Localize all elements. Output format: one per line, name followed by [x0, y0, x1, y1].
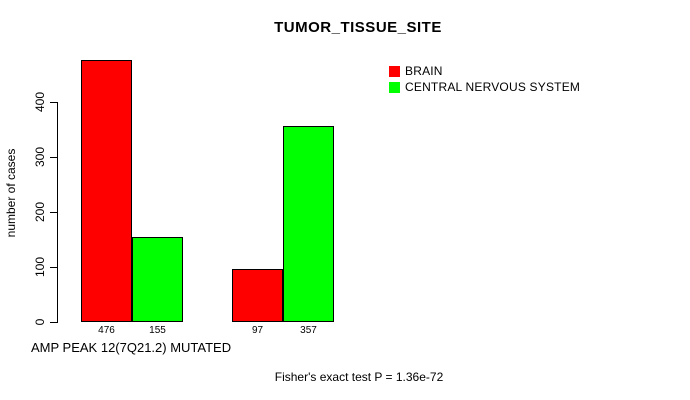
bar-value-label: 357: [300, 325, 317, 336]
legend-swatch: [389, 81, 400, 93]
legend-swatch: [389, 65, 400, 77]
y-tick-label: 200: [33, 201, 47, 223]
fisher-test-annotation: Fisher's exact test P = 1.36e-72: [274, 370, 444, 384]
y-tick-mark: [50, 211, 57, 213]
legend: BRAIN CENTRAL NERVOUS SYSTEM: [389, 63, 580, 95]
y-tick-label: 100: [33, 256, 47, 278]
y-tick-label: 0: [33, 318, 47, 326]
bar-value-label: 97: [251, 325, 264, 336]
legend-label: BRAIN: [405, 64, 443, 78]
y-axis-line: [57, 102, 58, 323]
bar: [283, 125, 334, 322]
bar: [232, 268, 283, 322]
bar: [132, 236, 183, 322]
bar-value-label: 476: [98, 325, 115, 336]
x-axis-label: AMP PEAK 12(7Q21.2) MUTATED: [31, 340, 232, 355]
y-axis-label: number of cases: [4, 148, 18, 238]
y-tick-mark: [50, 101, 57, 103]
y-tick-mark: [50, 156, 57, 158]
y-tick-mark: [50, 266, 57, 268]
bar: [81, 60, 132, 322]
legend-item: CENTRAL NERVOUS SYSTEM: [389, 79, 580, 95]
y-tick-label: 400: [33, 91, 47, 113]
bar-value-label: 155: [149, 325, 166, 336]
legend-label: CENTRAL NERVOUS SYSTEM: [405, 80, 581, 94]
chart-title: TUMOR_TISSUE_SITE: [274, 19, 442, 36]
y-tick-label: 300: [33, 146, 47, 168]
legend-item: BRAIN: [389, 63, 580, 79]
y-tick-mark: [50, 321, 57, 323]
